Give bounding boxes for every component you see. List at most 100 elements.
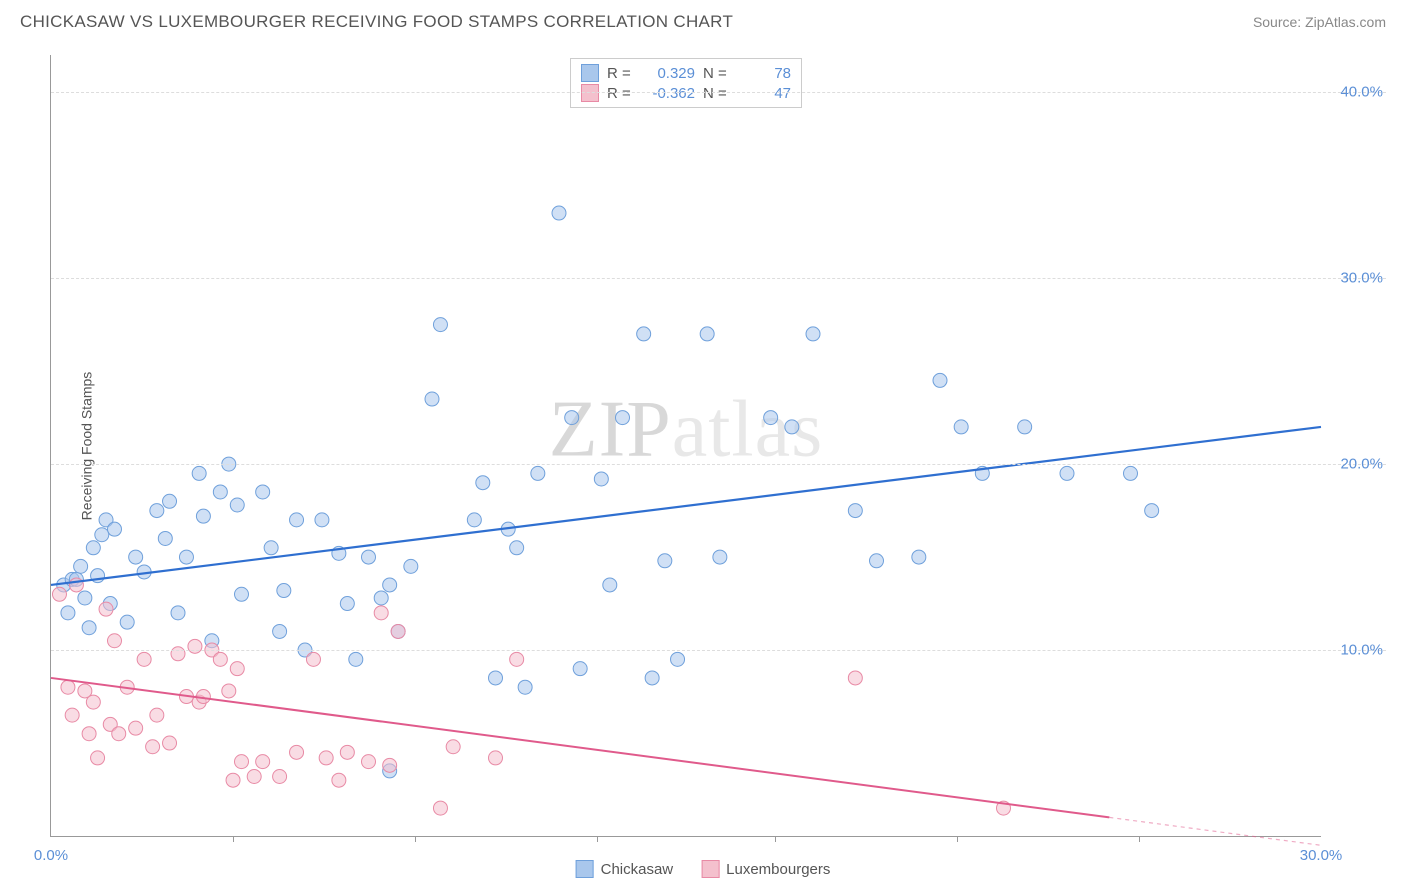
data-point <box>222 684 236 698</box>
data-point <box>230 498 244 512</box>
data-point <box>112 727 126 741</box>
data-point <box>235 755 249 769</box>
data-point <box>912 550 926 564</box>
gridline <box>51 92 1386 93</box>
data-point <box>264 541 278 555</box>
data-point <box>467 513 481 527</box>
data-point <box>637 327 651 341</box>
data-point <box>870 554 884 568</box>
data-point <box>848 671 862 685</box>
data-point <box>764 411 778 425</box>
data-point <box>374 606 388 620</box>
data-point <box>446 740 460 754</box>
data-point <box>552 206 566 220</box>
data-point <box>150 708 164 722</box>
data-point <box>95 528 109 542</box>
data-point <box>340 597 354 611</box>
x-tick-label: 0.0% <box>34 847 68 864</box>
data-point <box>163 494 177 508</box>
data-point <box>171 647 185 661</box>
source-link[interactable]: ZipAtlas.com <box>1305 14 1386 30</box>
chart-title: CHICKASAW VS LUXEMBOURGER RECEIVING FOOD… <box>20 12 733 32</box>
data-point <box>531 466 545 480</box>
data-point <box>120 615 134 629</box>
series-legend-item: Chickasaw <box>576 860 674 878</box>
data-point <box>108 522 122 536</box>
x-tick <box>415 836 416 842</box>
source-attribution: Source: ZipAtlas.com <box>1253 14 1386 30</box>
data-point <box>404 559 418 573</box>
data-point <box>391 624 405 638</box>
data-point <box>476 476 490 490</box>
data-point <box>349 652 363 666</box>
data-point <box>226 773 240 787</box>
data-point <box>146 740 160 754</box>
legend-r-label: R = <box>607 65 635 82</box>
data-point <box>78 591 92 605</box>
data-point <box>290 513 304 527</box>
data-point <box>315 513 329 527</box>
correlation-legend: R = 0.329 N = 78 R = -0.362 N = 47 <box>570 58 802 108</box>
legend-swatch <box>701 860 719 878</box>
data-point <box>433 318 447 332</box>
data-point <box>306 652 320 666</box>
data-point <box>933 373 947 387</box>
x-tick <box>957 836 958 842</box>
data-point <box>74 559 88 573</box>
gridline <box>51 650 1386 651</box>
data-point <box>319 751 333 765</box>
data-point <box>713 550 727 564</box>
data-point <box>785 420 799 434</box>
data-point <box>954 420 968 434</box>
data-point <box>277 584 291 598</box>
legend-n-label: N = <box>703 65 731 82</box>
gridline <box>51 278 1386 279</box>
data-point <box>616 411 630 425</box>
data-point <box>489 671 503 685</box>
data-point <box>290 745 304 759</box>
x-tick <box>233 836 234 842</box>
gridline <box>51 464 1386 465</box>
data-point <box>565 411 579 425</box>
data-point <box>340 745 354 759</box>
x-tick <box>1139 836 1140 842</box>
y-tick-label: 10.0% <box>1325 642 1383 659</box>
data-point <box>700 327 714 341</box>
y-tick-label: 40.0% <box>1325 84 1383 101</box>
series-name: Chickasaw <box>601 861 674 878</box>
data-point <box>65 708 79 722</box>
data-point <box>129 721 143 735</box>
data-point <box>61 680 75 694</box>
data-point <box>61 606 75 620</box>
data-point <box>383 758 397 772</box>
data-point <box>1060 466 1074 480</box>
data-point <box>163 736 177 750</box>
series-legend: Chickasaw Luxembourgers <box>576 860 831 878</box>
data-point <box>137 652 151 666</box>
data-point <box>806 327 820 341</box>
data-point <box>518 680 532 694</box>
data-point <box>91 751 105 765</box>
data-point <box>671 652 685 666</box>
data-point <box>247 769 261 783</box>
data-point <box>256 485 270 499</box>
data-point <box>510 652 524 666</box>
data-point <box>196 509 210 523</box>
data-point <box>425 392 439 406</box>
data-point <box>362 755 376 769</box>
chart-container: Receiving Food Stamps ZIPatlas R = 0.329… <box>50 55 1386 837</box>
data-point <box>192 466 206 480</box>
data-point <box>332 773 346 787</box>
data-point <box>129 550 143 564</box>
plot-svg <box>51 55 1321 836</box>
series-legend-item: Luxembourgers <box>701 860 830 878</box>
data-point <box>188 639 202 653</box>
data-point <box>213 485 227 499</box>
data-point <box>150 504 164 518</box>
y-tick-label: 30.0% <box>1325 270 1383 287</box>
data-point <box>594 472 608 486</box>
y-tick-label: 20.0% <box>1325 456 1383 473</box>
data-point <box>1018 420 1032 434</box>
legend-swatch <box>581 64 599 82</box>
data-point <box>374 591 388 605</box>
